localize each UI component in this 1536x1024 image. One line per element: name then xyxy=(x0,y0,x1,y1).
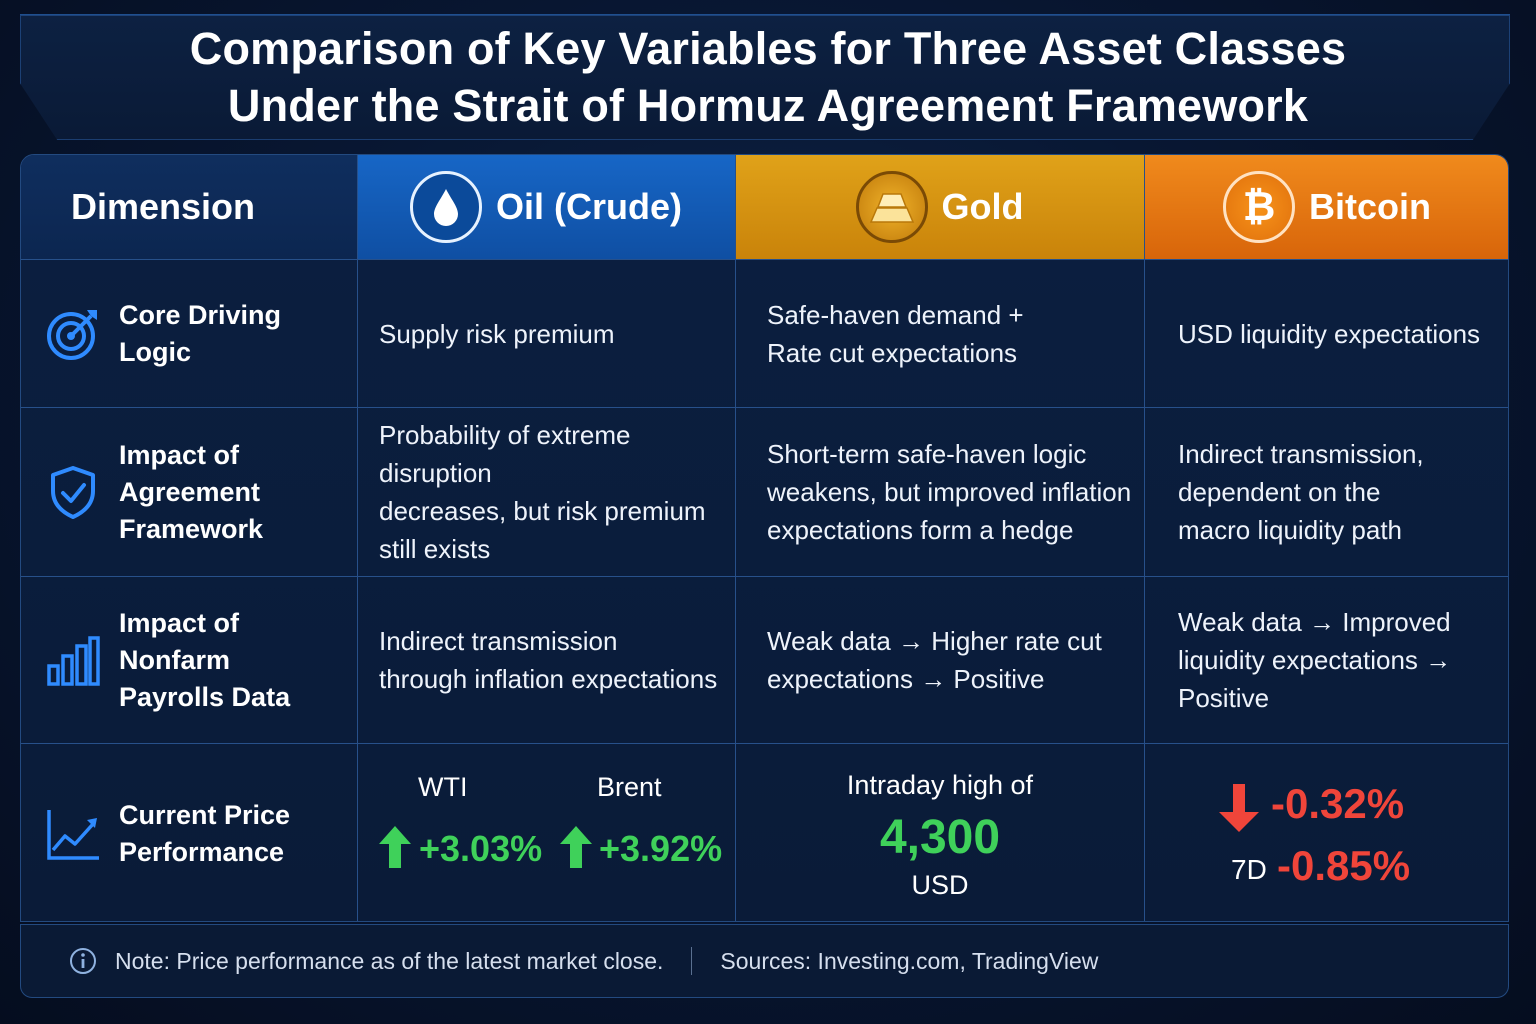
row-divider xyxy=(21,576,1508,577)
cell-text-line: Short-term safe-haven logic xyxy=(767,439,1087,469)
dimension-label-line: Core Driving xyxy=(119,299,282,330)
footer: Note: Price performance as of the latest… xyxy=(20,924,1509,998)
oil-impact-of-agreement: Probability of extreme disruption decrea… xyxy=(379,408,735,576)
header-oil: Oil (Crude) xyxy=(357,155,735,259)
brent-change: +3.92% xyxy=(599,828,723,869)
oil-price-performance: WTI Brent +3.03% +3.92% xyxy=(358,744,735,921)
cell-text-line: Weak data → Improved xyxy=(1178,607,1451,637)
bitcoin-change: -0.32% xyxy=(1271,780,1405,827)
gold-price-performance: Intraday high of 4,300 USD xyxy=(736,744,1144,921)
footer-sources: Sources: Investing.com, TradingView xyxy=(720,947,1099,974)
dimension-label-line: Impact of Nonfarm xyxy=(119,607,240,675)
brent-label: Brent xyxy=(597,772,662,802)
gold-core-driving-logic: Safe-haven demand + Rate cut expectation… xyxy=(767,260,1144,407)
shield-check-icon xyxy=(51,466,95,519)
comparison-table: Dimension Oil (Crude) Gold ₿ Bitcoin xyxy=(20,154,1509,922)
cell-text-line: USD liquidity expectations xyxy=(1178,318,1481,349)
up-arrow-icon xyxy=(379,826,411,868)
bitcoin-impact-of-nonfarm: Weak data → Improved liquidity expectati… xyxy=(1178,577,1508,743)
footer-separator xyxy=(691,947,693,975)
gold-impact-of-agreement: Short-term safe-haven logic weakens, but… xyxy=(767,408,1144,576)
row-current-price: Current Price Performance xyxy=(21,744,357,921)
bitcoin-impact-of-agreement: Indirect transmission, dependent on the … xyxy=(1178,408,1508,576)
page-title: Comparison of Key Variables for Three As… xyxy=(0,20,1536,134)
cell-text-line: Indirect transmission, xyxy=(1178,439,1424,469)
cell-text-line: Supply risk premium xyxy=(379,318,615,349)
cell-text-line: Safe-haven demand + xyxy=(767,299,1024,330)
info-icon xyxy=(70,948,96,974)
col-divider xyxy=(357,155,358,921)
col-divider xyxy=(1144,155,1145,921)
target-icon xyxy=(47,309,97,360)
footer-note: Note: Price performance as of the latest… xyxy=(115,947,664,974)
title-banner xyxy=(20,14,1510,140)
bar-chart-icon xyxy=(47,636,100,686)
dimension-label-line: Logic xyxy=(119,336,191,367)
bitcoin-period-change: -0.85% xyxy=(1277,842,1411,889)
header-oil-label: Oil (Crude) xyxy=(496,186,682,227)
dimension-label-line: Payrolls Data xyxy=(119,681,291,712)
row-impact-of-agreement: Impact of Agreement Framework xyxy=(21,408,357,576)
cell-text-line: Rate cut expectations xyxy=(767,337,1018,368)
oil-core-driving-logic: Supply risk premium xyxy=(379,260,735,407)
cell-text-line: expectations form a hedge xyxy=(767,515,1074,545)
trend-line-icon xyxy=(47,809,99,860)
oil-impact-of-nonfarm: Indirect transmission through inflation … xyxy=(379,577,735,743)
dimension-label: Impact of Agreement Framework xyxy=(119,437,357,548)
cell-text-line: dependent on the xyxy=(1178,477,1381,507)
cell-text-line: still exists xyxy=(379,534,491,564)
header-dimension-label: Dimension xyxy=(71,186,256,227)
dimension-label-line: Impact of Agreement xyxy=(119,439,261,507)
bitcoin-price-performance: -0.32% 7D -0.85% xyxy=(1145,744,1508,921)
title-line-2: Under the Strait of Hormuz Agreement Fra… xyxy=(227,80,1309,131)
header-dimension: Dimension xyxy=(21,155,357,259)
gold-price-unit: USD xyxy=(911,870,969,900)
dimension-label-line: Current Price xyxy=(119,799,291,830)
cell-text-line: Weak data → Higher rate cut xyxy=(767,626,1102,656)
gold-price-prefix: Intraday high of xyxy=(846,770,1034,800)
wti-change: +3.03% xyxy=(419,828,543,869)
header-gold-label: Gold xyxy=(941,186,1024,227)
header-bitcoin-label: Bitcoin xyxy=(1309,186,1431,227)
cell-text-line: Probability of extreme disruption xyxy=(379,420,631,488)
title-line-1: Comparison of Key Variables for Three As… xyxy=(189,23,1347,74)
dimension-label: Current Price Performance xyxy=(119,797,290,871)
up-arrow-icon xyxy=(560,826,592,868)
dimension-label-line: Framework xyxy=(119,513,264,544)
gold-impact-of-nonfarm: Weak data → Higher rate cut expectations… xyxy=(767,577,1144,743)
row-divider xyxy=(21,259,1508,260)
dimension-label: Core Driving Logic xyxy=(119,297,281,371)
bitcoin-period-label: 7D xyxy=(1231,854,1267,885)
row-divider xyxy=(21,743,1508,744)
cell-text-line: through inflation expectations xyxy=(379,664,718,694)
wti-label: WTI xyxy=(418,772,468,802)
row-impact-of-nonfarm: Impact of Nonfarm Payrolls Data xyxy=(21,577,357,743)
cell-text-line: Indirect transmission xyxy=(379,626,618,656)
bitcoin-icon: ₿ xyxy=(1223,171,1295,243)
row-divider xyxy=(21,407,1508,408)
cell-text-line: decreases, but risk premium xyxy=(379,496,706,526)
dimension-label-line: Performance xyxy=(119,836,285,867)
cell-text-line: Positive xyxy=(1178,683,1270,713)
header-bitcoin: ₿ Bitcoin xyxy=(1144,155,1508,259)
bitcoin-symbol: ₿ xyxy=(1242,184,1276,229)
down-arrow-icon xyxy=(1219,784,1259,832)
bitcoin-core-driving-logic: USD liquidity expectations xyxy=(1178,260,1508,407)
cell-text-line: weakens, but improved inflation xyxy=(767,477,1132,507)
cell-text-line: liquidity expectations → xyxy=(1178,645,1452,675)
col-divider xyxy=(735,155,736,921)
oil-drop-icon xyxy=(410,171,482,243)
cell-text-line: macro liquidity path xyxy=(1178,515,1402,545)
cell-text-line: expectations → Positive xyxy=(767,664,1045,694)
row-core-driving-logic: Core Driving Logic xyxy=(21,260,357,407)
dimension-label: Impact of Nonfarm Payrolls Data xyxy=(119,605,357,716)
header-gold: Gold xyxy=(735,155,1144,259)
gold-price-value: 4,300 xyxy=(879,811,1001,864)
gold-bars-icon xyxy=(855,171,928,243)
